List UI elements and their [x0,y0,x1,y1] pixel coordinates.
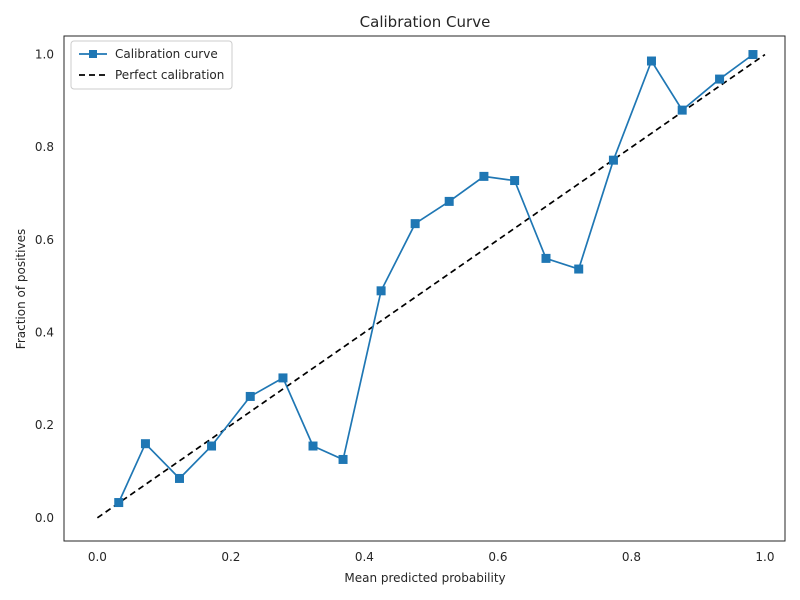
x-tick-label: 0.4 [355,550,374,564]
calibration-point [278,373,288,383]
calibration-point [608,155,618,165]
axes-frame [63,35,786,542]
y-tick-label: 1.0 [35,48,54,62]
calibration-point [410,219,420,229]
x-tick-label: 0.2 [221,550,240,564]
calibration-point [174,473,184,483]
calibration-point [574,264,584,274]
calibration-point [376,286,386,296]
x-tick-label: 1.0 [755,550,774,564]
calibration-point [207,441,217,451]
legend-label-perfect-calibration: Perfect calibration [115,68,224,82]
y-tick-label: 0.4 [35,326,54,340]
calibration-point [338,454,348,464]
legend-box [70,40,233,90]
x-axis-label: Mean predicted probability [344,571,505,585]
calibration-point [748,50,758,60]
calibration-point [541,253,551,263]
y-axis-label: Fraction of positives [14,229,28,349]
y-tick-label: 0.8 [35,140,54,154]
calibration-point [245,391,255,401]
chart-title: Calibration Curve [360,13,491,31]
plot-area: 0.0 0.2 0.4 0.6 0.8 1.0 0.0 0.2 0.4 0.6 0.8 1.0 [35,35,786,564]
legend-label-calibration-curve: Calibration curve [115,47,218,61]
perfect-calibration-line [96,53,766,519]
calibration-point [114,498,124,508]
legend-swatch-calibration-marker [89,50,97,58]
calibration-curve-line [117,53,754,503]
y-tick-label: 0.2 [35,418,54,432]
calibration-point [479,171,489,181]
calibration-point [677,105,687,115]
calibration-point [715,74,725,84]
x-tick-label: 0.0 [88,550,107,564]
legend: Calibration curve Perfect calibration [70,40,233,90]
calibration-point [510,176,520,186]
y-tick-label: 0.0 [35,511,54,525]
calibration-point [308,441,318,451]
calibration-point [140,439,150,449]
x-tick-label: 0.8 [622,550,641,564]
x-tick-label: 0.6 [488,550,507,564]
y-tick-label: 0.6 [35,233,54,247]
calibration-point [646,56,656,66]
calibration-point [444,196,454,206]
